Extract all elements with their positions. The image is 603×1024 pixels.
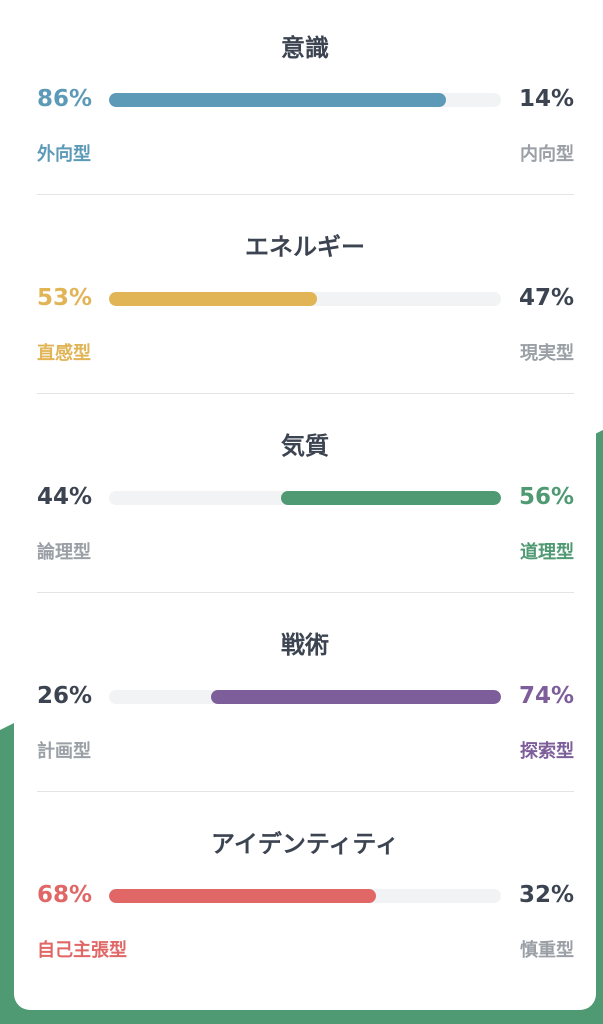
trait-mind: 意識 86% 14% 外向型 内向型 [14, 0, 596, 200]
trait-tactics: 戦術 26% 74% 計画型 探索型 [14, 597, 596, 797]
left-type-label: 自己主張型 [37, 940, 127, 961]
left-percent: 26% [37, 683, 93, 709]
trait-identity: アイデンティティ 68% 32% 自己主張型 慎重型 [14, 796, 596, 996]
trait-title: アイデンティティ [211, 830, 399, 858]
divider [37, 592, 574, 593]
right-percent: 32% [518, 882, 574, 908]
left-percent: 86% [37, 86, 93, 112]
trait-title: 気質 [281, 432, 329, 460]
trait-title: エネルギー [245, 233, 365, 261]
right-percent: 14% [518, 86, 574, 112]
divider [37, 393, 574, 394]
trait-title: 戦術 [281, 631, 329, 659]
trait-bar [109, 491, 501, 505]
trait-bar-fill [109, 292, 317, 306]
left-percent: 68% [37, 882, 93, 908]
right-percent: 47% [518, 285, 574, 311]
trait-bar-fill [109, 889, 376, 903]
left-type-label: 論理型 [37, 542, 91, 563]
left-type-label: 直感型 [37, 343, 91, 364]
right-type-label: 現実型 [520, 343, 574, 364]
trait-bar-fill [109, 93, 447, 107]
trait-bar [109, 292, 501, 306]
left-percent: 53% [37, 285, 93, 311]
trait-bar-fill [210, 690, 501, 704]
right-percent: 56% [518, 484, 574, 510]
right-type-label: 道理型 [520, 542, 574, 563]
left-percent: 44% [37, 484, 93, 510]
trait-energy: エネルギー 53% 47% 直感型 現実型 [14, 199, 596, 399]
trait-bar-fill [281, 491, 501, 505]
personality-traits-card: 意識 86% 14% 外向型 内向型 エネルギー 53% 47% 直感型 現実型… [14, 0, 596, 1010]
left-type-label: 計画型 [37, 741, 91, 762]
right-type-label: 内向型 [520, 144, 574, 165]
trait-title: 意識 [281, 34, 329, 62]
trait-nature: 気質 44% 56% 論理型 道理型 [14, 398, 596, 598]
left-type-label: 外向型 [37, 144, 91, 165]
trait-bar [109, 93, 501, 107]
trait-bar [109, 889, 501, 903]
divider [37, 791, 574, 792]
divider [37, 194, 574, 195]
trait-bar [109, 690, 501, 704]
right-type-label: 探索型 [520, 741, 574, 762]
right-percent: 74% [518, 683, 574, 709]
right-type-label: 慎重型 [520, 940, 574, 961]
